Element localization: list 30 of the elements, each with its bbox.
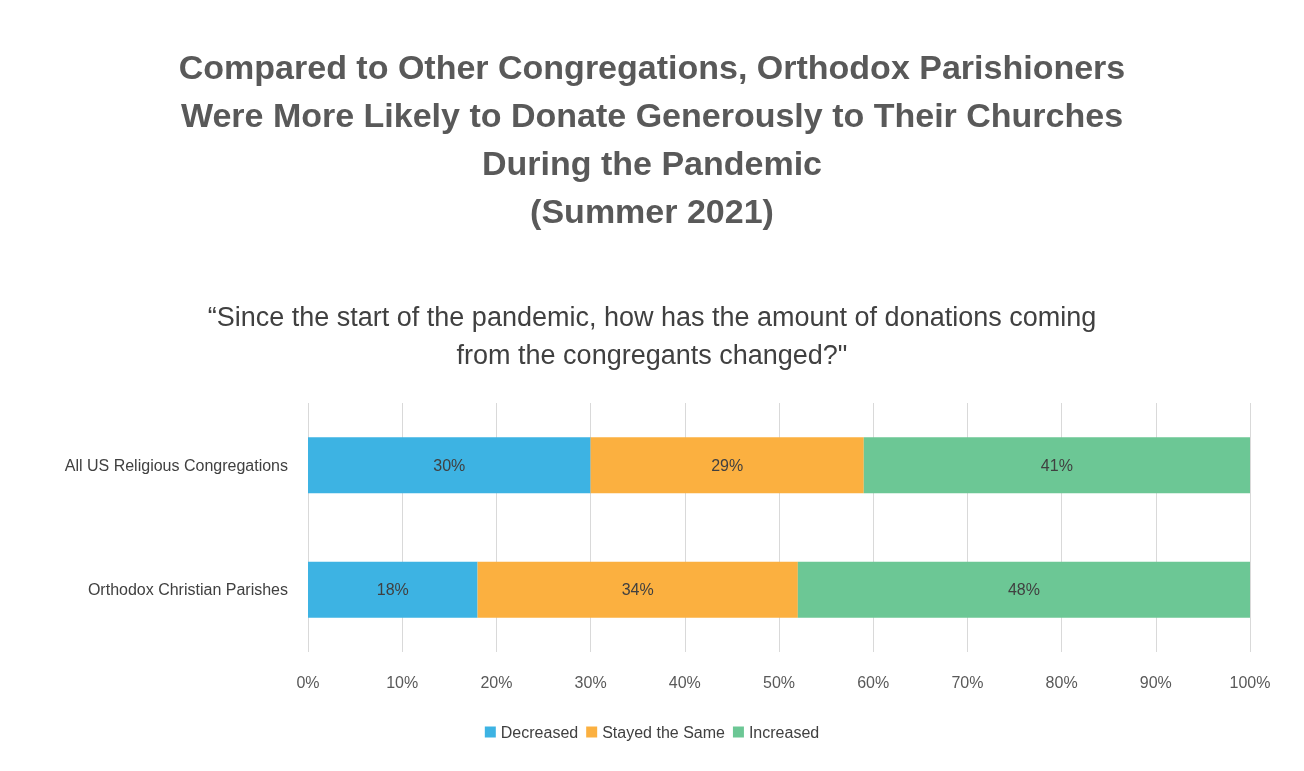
x-tick-label: 10% [386, 673, 419, 691]
bar [308, 561, 478, 618]
y-tick-label: Orthodox Christian Parishes [87, 581, 288, 599]
data-label: 29% [711, 456, 744, 474]
bar [590, 437, 864, 494]
x-tick-label: 60% [857, 673, 890, 691]
chart-subtitle: “Since the start of the pandemic, how has the amount of donations coming from the congregants changed?" [207, 302, 1097, 370]
x-tick-label: 80% [1045, 673, 1078, 691]
x-tick-label: 90% [1139, 673, 1172, 691]
bar [477, 561, 798, 618]
chart-title: Compared to Other Congregations, Orthodox Parishioners Were More Likely to Donate Generously to Their Churches During the Pandemic (Summer 2021) [178, 48, 1126, 230]
x-tick-label: 40% [668, 673, 701, 691]
data-label: 18% [376, 581, 409, 599]
x-tick-label: 70% [951, 673, 984, 691]
data-label: 41% [1040, 456, 1073, 474]
legend-label: Increased [748, 723, 820, 741]
data-label: 30% [433, 456, 466, 474]
legend-label: Decreased [500, 723, 579, 741]
x-tick-label: 50% [762, 673, 796, 691]
bar [863, 437, 1250, 494]
y-tick-label: All US Religious Congregations [64, 456, 288, 474]
x-tick-label: 0% [296, 673, 320, 691]
x-tick-label: 100% [1229, 673, 1271, 691]
legend-label: Stayed the Same [602, 723, 726, 741]
x-tick-label: 20% [480, 673, 513, 691]
x-tick-label: 30% [574, 673, 607, 691]
bar [308, 437, 591, 494]
data-label: 34% [621, 581, 654, 599]
bar [797, 561, 1250, 618]
data-label: 48% [1007, 581, 1040, 599]
